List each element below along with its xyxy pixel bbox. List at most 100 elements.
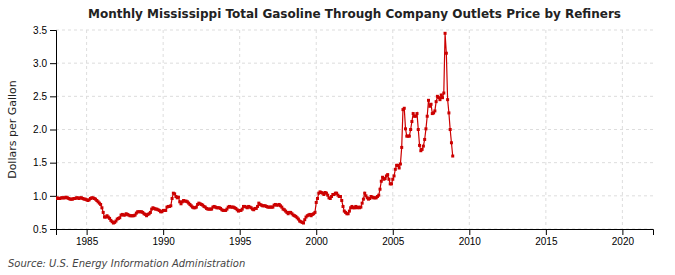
x-tick-mark (393, 229, 394, 235)
y-tick-mark (50, 30, 56, 31)
y-tick-label: 1.5 (33, 157, 47, 168)
data-point (449, 128, 452, 131)
x-tick-label: 2000 (306, 236, 329, 247)
data-point (440, 94, 443, 97)
data-point (100, 206, 103, 209)
data-point (361, 202, 364, 205)
y-tick-label: 2.5 (33, 91, 47, 102)
grid-line-y (56, 63, 653, 64)
data-point (399, 162, 402, 165)
data-point (450, 141, 453, 144)
y-axis: 0.5 1.0 1.5 2.0 2.5 3.0 3.5 (33, 25, 56, 235)
data-point (315, 201, 318, 204)
data-point (391, 178, 394, 181)
x-tick-mark (316, 229, 317, 235)
x-tick: 2020 (612, 229, 635, 247)
x-tick-label: 2005 (382, 236, 405, 247)
data-point (303, 218, 306, 221)
data-point (339, 195, 342, 198)
data-point (347, 212, 350, 215)
data-point (169, 204, 172, 207)
data-point (441, 96, 444, 99)
data-point (412, 112, 415, 115)
data-point (177, 196, 180, 199)
x-tick-label: 1990 (153, 236, 176, 247)
y-tick: 1.5 (33, 157, 56, 168)
y-tick-label: 2.0 (33, 124, 47, 135)
grid-line-x (163, 30, 164, 229)
data-point (340, 199, 343, 202)
y-tick-mark (50, 96, 56, 97)
grid-line-y (56, 195, 653, 196)
data-point (348, 210, 351, 213)
chart-container: 198519901995200020052010201520200.51.01.… (0, 0, 675, 275)
data-point (409, 128, 412, 131)
data-point (256, 205, 259, 208)
x-tick-label: 2015 (535, 236, 558, 247)
x-tick-label: 2010 (459, 236, 482, 247)
data-point (149, 211, 152, 214)
data-point (171, 197, 174, 200)
data-point (447, 111, 450, 114)
data-line (56, 33, 453, 223)
data-point (302, 222, 305, 225)
data-point (421, 148, 424, 151)
y-tick: 3.5 (33, 25, 56, 36)
data-point (433, 109, 436, 112)
y-axis-line (50, 31, 57, 230)
x-tick-mark (469, 229, 470, 235)
data-point (422, 145, 425, 148)
y-tick: 2.5 (33, 91, 56, 102)
data-point (379, 188, 382, 191)
y-tick-mark (50, 196, 56, 197)
y-tick: 2.0 (33, 124, 56, 135)
x-tick-mark (240, 229, 241, 235)
y-tick-mark (50, 63, 56, 64)
data-point (118, 216, 121, 219)
data-point (418, 144, 421, 147)
data-point (445, 52, 448, 55)
data-point (380, 180, 383, 183)
y-tick: 1.0 (33, 191, 56, 202)
data-point (403, 107, 406, 110)
data-point (398, 166, 401, 169)
data-point (396, 164, 399, 167)
data-point (451, 155, 454, 158)
data-point (99, 203, 102, 206)
chart-svg: 198519901995200020052010201520200.51.01.… (0, 0, 675, 275)
data-point (313, 211, 316, 214)
data-point (195, 206, 198, 209)
data-point (416, 112, 419, 115)
data-point (363, 192, 366, 195)
x-tick-label: 2020 (612, 236, 635, 247)
data-point (342, 205, 345, 208)
data-point (394, 168, 397, 171)
x-tick-label: 1985 (76, 236, 99, 247)
plot-area (56, 32, 454, 225)
data-point (426, 115, 429, 118)
grid-line-x (469, 30, 470, 229)
data-point (387, 178, 390, 181)
grid-line-y (56, 162, 653, 163)
data-point (408, 135, 411, 138)
data-point (414, 115, 417, 118)
data-point (410, 120, 413, 123)
data-point (384, 177, 387, 180)
data-point (424, 127, 427, 130)
x-tick-mark (546, 229, 547, 235)
data-point (442, 92, 445, 95)
data-point (326, 194, 329, 197)
chart-title: Monthly Mississippi Total Gasoline Throu… (88, 7, 621, 21)
x-tick-mark (87, 229, 88, 235)
y-tick-label: 0.5 (33, 224, 47, 235)
y-tick-mark (50, 229, 56, 230)
x-tick-mark (622, 229, 623, 235)
y-tick: 3.0 (33, 58, 56, 69)
data-point (362, 198, 365, 201)
data-point (241, 208, 244, 211)
x-tick: 2000 (306, 229, 329, 247)
y-tick-label: 3.0 (33, 58, 47, 69)
y-tick-label: 3.5 (33, 25, 47, 36)
data-point (444, 32, 447, 35)
grid-line-y (56, 96, 653, 97)
